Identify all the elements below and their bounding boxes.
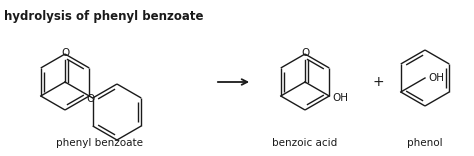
Text: +: +	[372, 75, 384, 89]
Text: O: O	[62, 48, 70, 58]
Text: OH: OH	[332, 93, 348, 103]
Text: O: O	[302, 48, 310, 58]
Text: O: O	[86, 94, 94, 104]
Text: phenol: phenol	[407, 138, 443, 148]
Text: OH: OH	[428, 73, 444, 83]
Text: hydrolysis of phenyl benzoate: hydrolysis of phenyl benzoate	[4, 10, 203, 23]
Text: phenyl benzoate: phenyl benzoate	[56, 138, 144, 148]
Text: benzoic acid: benzoic acid	[273, 138, 337, 148]
